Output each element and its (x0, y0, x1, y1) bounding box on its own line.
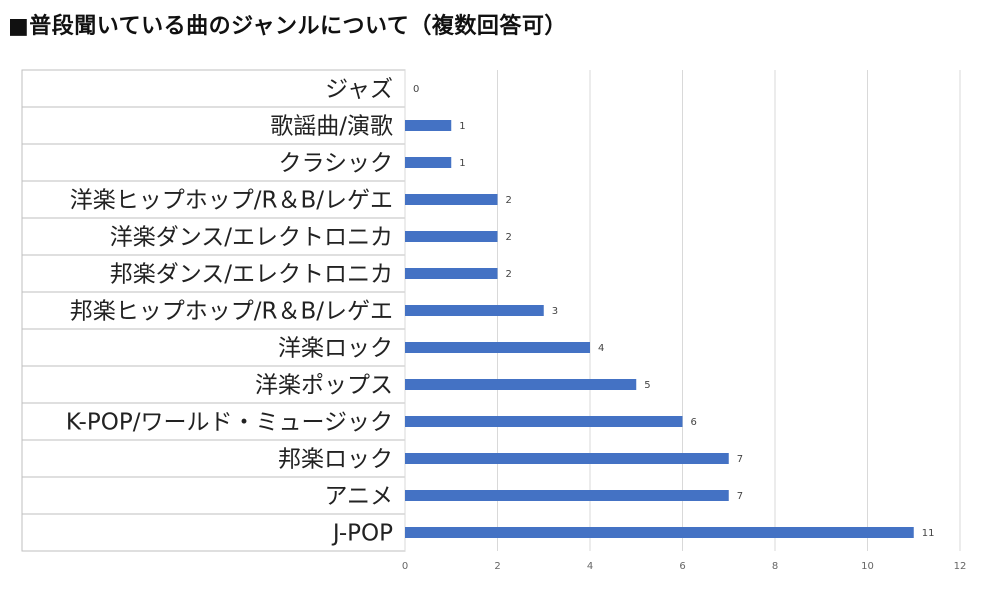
x-tick-label: 12 (954, 561, 967, 572)
bar (405, 120, 452, 131)
data-label: 7 (737, 491, 743, 502)
category-label: 邦楽ダンス/エレクトロニカ (110, 262, 393, 288)
category-label: クラシック (278, 151, 393, 177)
data-label: 1 (459, 158, 465, 169)
bar (405, 490, 729, 501)
data-label: 0 (413, 84, 419, 95)
category-label: J-POP (331, 521, 393, 547)
bars (405, 120, 914, 538)
category-label: 歌謡曲/演歌 (270, 114, 393, 140)
data-label: 1 (459, 121, 465, 132)
category-label: 洋楽ロック (278, 336, 393, 362)
category-label: アニメ (324, 484, 393, 510)
category-label: ジャズ (325, 77, 393, 103)
bar (405, 453, 729, 464)
category-label: 邦楽ロック (278, 447, 393, 473)
data-label: 2 (506, 269, 512, 280)
bar (405, 379, 637, 390)
category-label: 邦楽ヒップホップ/R＆B/レゲエ (70, 299, 393, 325)
label-table-border (21, 69, 406, 552)
data-label: 7 (737, 454, 743, 465)
bar (405, 157, 452, 168)
data-label: 6 (691, 417, 697, 428)
x-tick-label: 0 (402, 561, 408, 572)
category-label: 洋楽ヒップホップ/R＆B/レゲエ (70, 188, 393, 214)
x-tick-label: 8 (772, 561, 778, 572)
chart-title: ■普段聞いている曲のジャンルについて（複数回答可） (8, 14, 567, 39)
x-tick-label: 2 (494, 561, 500, 572)
category-label-table: ジャズ歌謡曲/演歌クラシック洋楽ヒップホップ/R＆B/レゲエ洋楽ダンス/エレクト… (21, 69, 406, 552)
data-label: 11 (922, 528, 935, 539)
x-tick-label: 10 (861, 561, 874, 572)
data-label: 2 (506, 195, 512, 206)
data-label: 4 (598, 343, 604, 354)
bar (405, 342, 590, 353)
x-tick-label: 6 (679, 561, 685, 572)
bar (405, 194, 498, 205)
category-label: 洋楽ポップス (255, 373, 393, 399)
category-label: 洋楽ダンス/エレクトロニカ (110, 225, 393, 251)
bar (405, 231, 498, 242)
gridlines (404, 70, 961, 551)
x-tick-label: 4 (587, 561, 593, 572)
bar (405, 527, 914, 538)
x-axis-ticks: 0 2 4 6 8 10 12 (402, 561, 967, 572)
bar (405, 268, 498, 279)
bar (405, 416, 683, 427)
data-label: 3 (552, 306, 558, 317)
category-label: K-POP/ワールド・ミュージック (66, 410, 393, 436)
data-label: 2 (506, 232, 512, 243)
bar (405, 305, 544, 316)
data-label: 5 (644, 380, 650, 391)
